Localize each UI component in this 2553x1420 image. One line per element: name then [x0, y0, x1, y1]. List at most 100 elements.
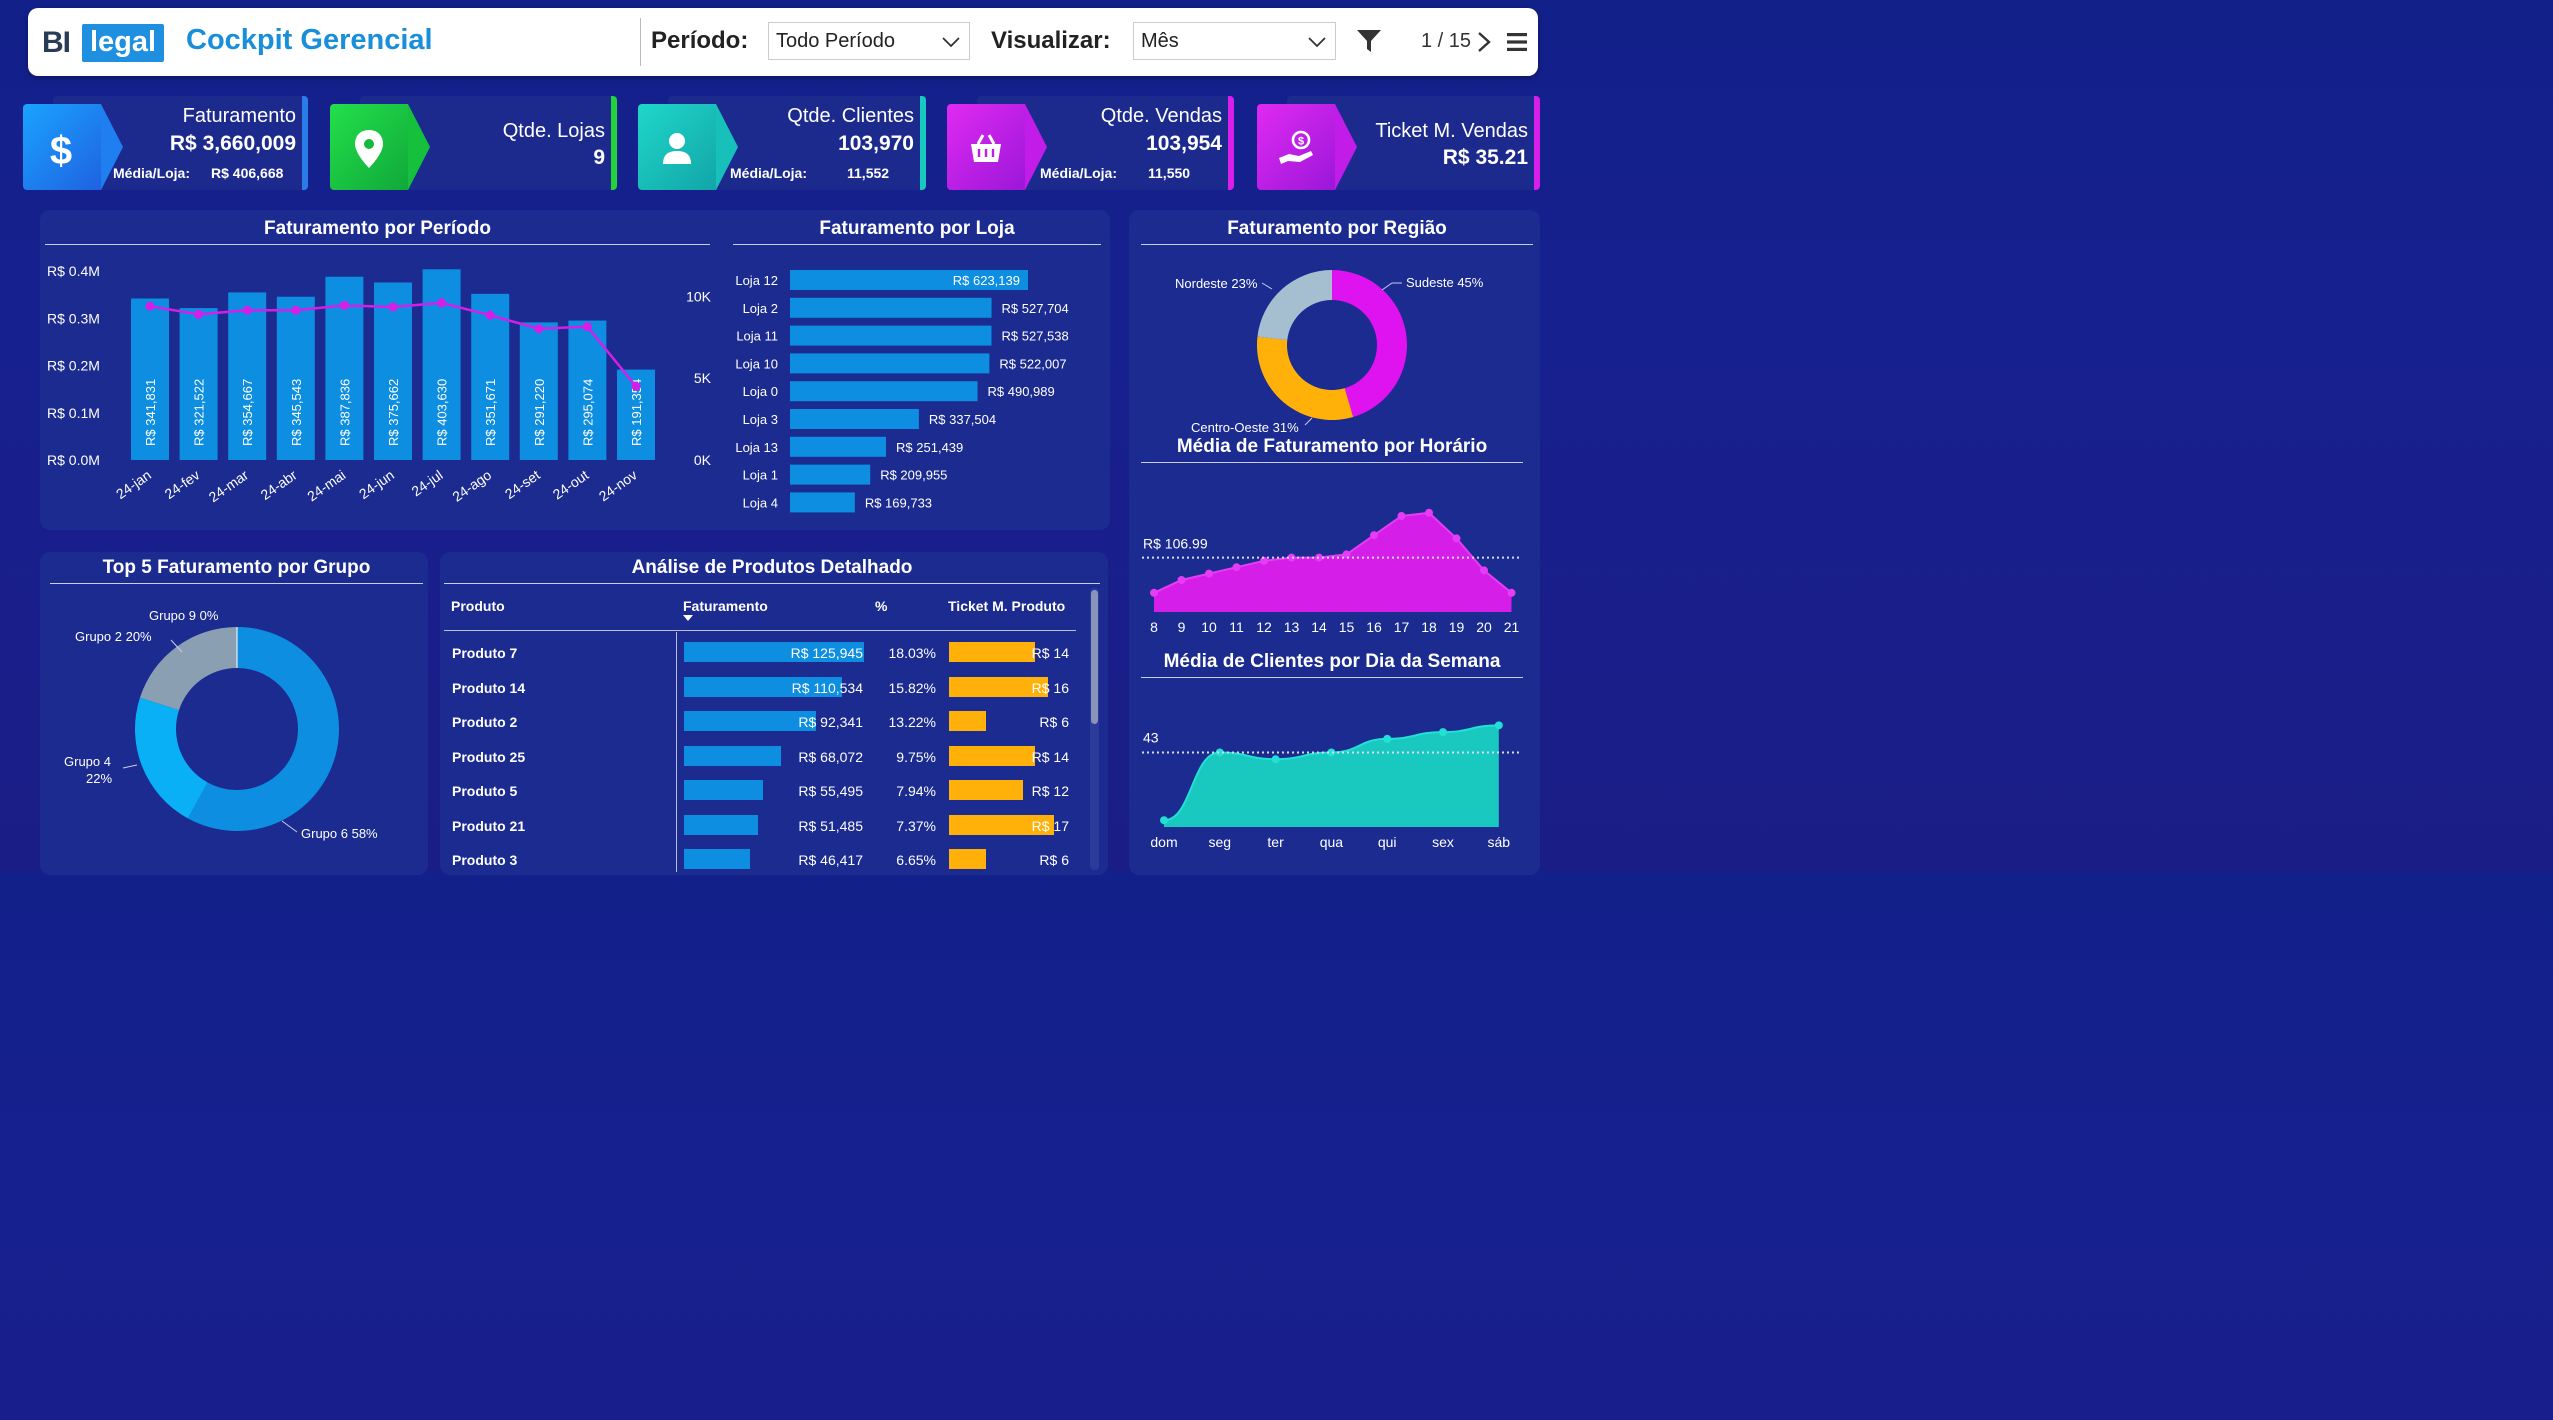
x-axis-tick: 16 — [1366, 619, 1382, 635]
table-row[interactable]: Produto 21 R$ 51,485 7.37% R$ 17 — [444, 809, 1076, 843]
x-axis-tick: 24-mar — [206, 466, 252, 505]
line-point — [1342, 550, 1351, 559]
kpi-sub-label: Média/Loja: — [1040, 165, 1118, 181]
col-header-faturamento[interactable]: Faturamento — [683, 598, 768, 614]
y-axis-tick: Loja 13 — [735, 440, 778, 455]
table-row[interactable]: Produto 7 R$ 125,945 18.03% R$ 14 — [444, 636, 1076, 670]
label-leader-line — [1381, 282, 1402, 291]
cell-ticket: R$ 14 — [1031, 748, 1069, 765]
x-axis-tick: 21 — [1504, 619, 1520, 635]
bar — [790, 325, 992, 346]
user-icon — [663, 133, 691, 164]
kpi-sub-label: Média/Loja: — [113, 165, 191, 181]
y-axis-tick: Loja 10 — [735, 356, 778, 371]
hamburger-menu-icon[interactable] — [1507, 32, 1527, 52]
bar — [131, 298, 169, 460]
slice-label: Grupo 9 0% — [149, 608, 219, 623]
bar — [790, 270, 1028, 290]
svg-text:$: $ — [50, 129, 72, 173]
cell-faturamento: R$ 125,945 — [790, 645, 863, 661]
line-point — [194, 309, 204, 319]
bar-data-label: R$ 351,671 — [483, 379, 498, 446]
y-axis-tick-left: R$ 0.3M — [47, 310, 100, 326]
kpi-value: 9 — [593, 146, 605, 169]
faturamento-databar — [684, 780, 764, 800]
bar — [790, 381, 978, 402]
bar-data-label: R$ 191,354 — [629, 379, 644, 446]
basket-icon — [971, 134, 1001, 162]
x-axis-tick: 12 — [1256, 619, 1272, 635]
cell-ticket: R$ 6 — [1039, 714, 1069, 730]
svg-text:$: $ — [1298, 136, 1304, 148]
bar-data-label: R$ 375,662 — [386, 379, 401, 446]
line-point — [1287, 553, 1296, 562]
bar — [519, 322, 558, 460]
line-point — [1177, 576, 1186, 584]
slice-label: Grupo 2 20% — [75, 629, 152, 644]
faturamento-loja-title: Faturamento por Loja — [819, 218, 1015, 239]
col-header-produto[interactable]: Produto — [451, 598, 505, 614]
ticket-databar — [949, 676, 1048, 697]
reference-line-label: R$ 106.99 — [1143, 536, 1208, 552]
reference-line-label: 43 — [1143, 729, 1159, 745]
pie-slice — [1257, 270, 1332, 341]
x-axis-tick: 24-ago — [449, 467, 494, 505]
cell-produto: Produto 7 — [452, 645, 518, 661]
table-row[interactable]: Produto 3 R$ 46,417 6.65% R$ 6 — [444, 843, 1076, 877]
chart-media-clientes-semana: 43 dom seg ter qua qui sex sáb — [1142, 721, 1522, 850]
table-scrollbar-thumb[interactable] — [1091, 590, 1098, 724]
x-axis-tick: 24-mai — [304, 467, 348, 505]
bar-data-label: R$ 209,955 — [880, 468, 947, 483]
x-axis-tick: 9 — [1178, 619, 1186, 635]
line-point — [1327, 748, 1336, 757]
table-row[interactable]: Produto 2 R$ 92,341 13.22% R$ 6 — [444, 705, 1076, 739]
periodo-select[interactable]: Todo Período — [768, 22, 970, 60]
cell-ticket: R$ 17 — [1031, 817, 1069, 834]
chart-faturamento-periodo: R$ 0.4M R$ 0.3M R$ 0.2M R$ 0.1M R$ 0.0M 10K 5K… — [47, 263, 712, 505]
y-axis-tick: Loja 4 — [743, 495, 778, 510]
table-row[interactable]: Produto 25 R$ 68,072 9.75% R$ 14 — [444, 740, 1076, 774]
visualizar-select[interactable]: Mês — [1133, 22, 1336, 60]
y-axis-tick-right: 10K — [686, 288, 712, 304]
ticket-databar — [949, 780, 1024, 800]
bar-data-label: R$ 337,504 — [929, 412, 996, 427]
bar — [179, 308, 218, 460]
faturamento-databar — [684, 711, 816, 731]
x-axis-tick: 8 — [1150, 619, 1158, 635]
y-axis-tick-left: R$ 0.0M — [47, 452, 100, 468]
table-row[interactable]: Produto 5 R$ 55,495 7.94% R$ 12 — [444, 774, 1076, 808]
kpi-value: 103,970 — [838, 132, 914, 155]
cell-faturamento: R$ 55,495 — [798, 783, 863, 799]
kpi-qtde-vendas: Qtde. Vendas 103,954 Média/Loja: 11,550 — [947, 96, 1234, 190]
header-bar: BI legal Cockpit Gerencial Período: Todo… — [28, 8, 1538, 76]
y-axis-tick: Loja 12 — [735, 273, 778, 288]
line-point — [534, 324, 544, 334]
line-point — [388, 302, 398, 312]
bar — [790, 409, 919, 429]
header-divider — [640, 18, 641, 66]
bar — [790, 353, 990, 374]
y-axis-tick: Loja 0 — [743, 384, 778, 399]
table-scrollbar-track[interactable] — [1090, 588, 1099, 870]
sort-desc-icon[interactable] — [683, 615, 693, 622]
logo-legal: legal — [82, 24, 165, 62]
x-axis-tick: 24-abr — [257, 466, 300, 503]
chevron-right-icon[interactable] — [1476, 31, 1492, 53]
cell-ticket: R$ 12 — [1031, 783, 1069, 799]
x-axis-tick: 24-nov — [596, 467, 640, 505]
table-row[interactable]: Produto 14 R$ 110,534 15.82% R$ 16 — [444, 671, 1076, 705]
x-axis-tick: seg — [1209, 834, 1232, 850]
cell-pct: 7.94% — [896, 783, 936, 799]
line-point — [1271, 755, 1280, 764]
cell-faturamento: R$ 110,534 — [791, 679, 863, 696]
faturamento-databar — [684, 676, 842, 697]
logo-bi: BI — [42, 26, 71, 59]
col-header-pct[interactable]: % — [875, 598, 888, 614]
x-axis-tick: sáb — [1488, 834, 1511, 850]
top5-grupo-title: Top 5 Faturamento por Grupo — [102, 557, 371, 578]
ticket-databar — [949, 745, 1036, 766]
line-point — [437, 298, 447, 308]
col-header-ticket[interactable]: Ticket M. Produto — [948, 598, 1066, 614]
kpi-value: 103,954 — [1146, 132, 1222, 155]
filter-funnel-icon[interactable] — [1356, 28, 1382, 54]
